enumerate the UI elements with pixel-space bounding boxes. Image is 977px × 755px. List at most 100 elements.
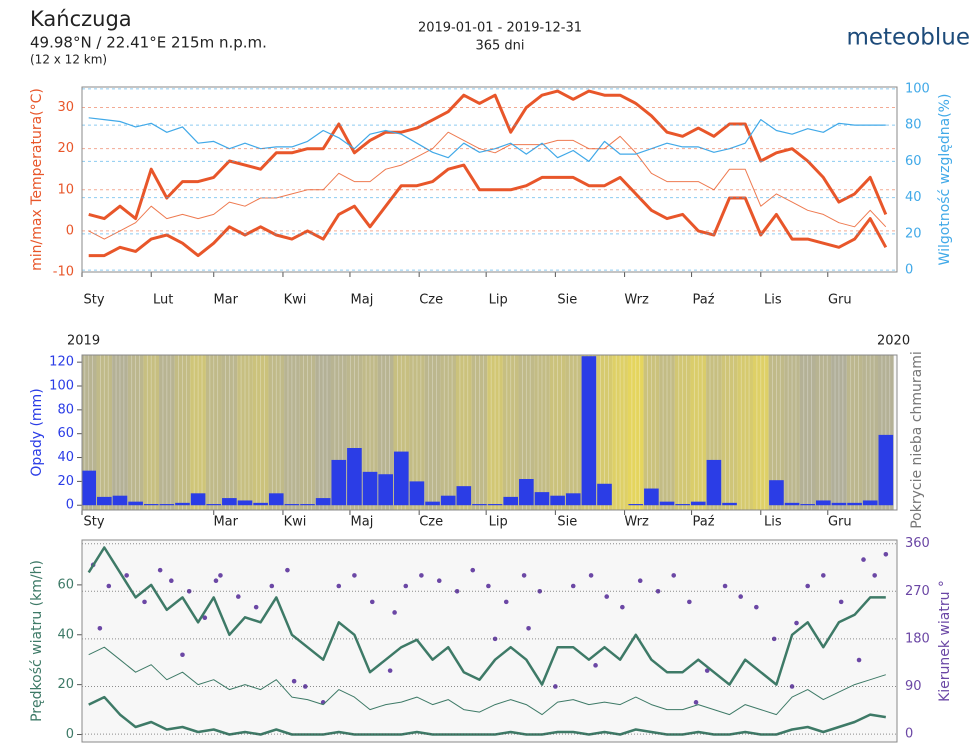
wind-direction-point [805,583,810,589]
wind-direction-point [369,599,375,605]
cloud-stripe [487,355,503,510]
x-tick-label: Mar [213,515,238,530]
wind-direction-point [789,684,795,689]
wind-direction-point [169,578,174,584]
wind-direction-point [861,557,866,562]
precip-bar [472,504,487,506]
x-tick-label: Gru [828,515,852,530]
wind-direction-point [470,567,476,573]
cloud-stripe [221,355,238,510]
precip-bar [550,495,565,506]
precip-bar [331,459,347,506]
wind-direction-point [637,578,643,584]
x-tick-label: Lis [764,515,782,530]
precip-bar [393,451,409,506]
precip-bar [268,493,284,506]
precip-bar [519,479,534,506]
y-tick-label: 0 [66,223,74,238]
precip-bar [690,501,706,506]
wind-direction-point [553,684,558,689]
precip-bar [284,504,300,506]
series-line [88,163,888,258]
y-tick-label: 10 [57,182,74,197]
x-tick-label: Gru [828,293,852,308]
wind-direction-point [142,599,147,605]
y-tick-label: 0 [66,498,74,513]
precip-bar [315,498,331,506]
wind-direction-point [570,583,576,589]
cloud-stripe [190,355,206,510]
precip-bar [253,502,268,506]
area: (12 x 12 km) [30,53,107,67]
y2-tick-label: 60 [905,154,922,169]
x-tick-label: Kwi [284,515,307,530]
plot-bg [82,87,897,272]
x-tick-label: Lip [489,293,508,308]
precip-bar [425,501,440,506]
precip-bar [190,493,206,506]
wind-direction-point [269,583,275,589]
series-line [88,646,886,716]
wind-direction-point [403,583,409,589]
y-tick-label: 20 [57,141,74,156]
precip-bar [878,434,894,506]
precip-bar [659,501,675,506]
precip-bar [816,500,831,506]
cloud-stripe [627,355,644,510]
y-tick-label: 30 [57,100,74,115]
precip-bar [159,504,175,506]
cloud-stripe [362,355,378,510]
wind-direction-point [521,573,527,578]
plot [82,355,897,510]
wind-direction-point [106,583,112,589]
precip-bar [206,504,222,506]
cloud-stripe [377,355,394,510]
wind-direction-point [872,573,877,578]
y-tick-label: 0 [66,727,74,742]
wind-direction-point [526,626,531,631]
x-tick-label: Lis [764,293,782,308]
wind-direction-point [387,668,393,673]
cloud-stripe [815,355,832,510]
x-tick-label: Lip [489,515,508,530]
wind-direction-point [253,604,259,610]
wind-direction-point [352,573,357,578]
y-axis-label: Opady (mm) [29,388,45,476]
precip-bar [722,502,737,506]
cloud-stripe [237,355,253,510]
cloud-stripe [96,355,113,510]
wind-direction-point [821,573,826,578]
y-tick-label: 60 [57,577,74,592]
plot-bg [82,540,897,742]
cloud-stripe [831,355,847,510]
precip-bar [409,481,425,506]
wind-direction-point [856,657,862,663]
cloud-stripe [268,355,285,510]
x-tick-label: Cze [419,515,443,530]
precip-bar [769,480,784,506]
cloud-stripe [502,355,519,510]
cloud-stripe [456,355,472,510]
y-axis-label: min/max Temperatura(°C) [29,88,45,271]
wind-direction-point [722,583,728,589]
days: 365 dni [475,39,524,54]
cloud-stripe [471,355,488,510]
wind-direction-point [419,573,424,578]
x-tick-label: Paź [693,515,715,530]
precip-bar [82,470,97,506]
precip-bar [628,504,644,506]
coords: 49.98°N / 22.41°E 215m n.p.m. [30,34,267,52]
x-tick-label: Cze [419,293,443,308]
wind-direction-point [492,636,498,642]
precip-bar [675,504,690,506]
cloud-stripe [518,355,535,510]
x-tick-label: Maj [351,293,374,308]
cloud-stripe [643,355,660,510]
precip-bar [487,504,503,506]
precip-bar [597,483,612,506]
cloud-stripe [737,355,753,510]
wind-direction-point [620,604,625,610]
y2-tick-label: 100 [905,81,930,96]
precip-bar [534,492,550,506]
cloud-stripe [799,355,816,510]
